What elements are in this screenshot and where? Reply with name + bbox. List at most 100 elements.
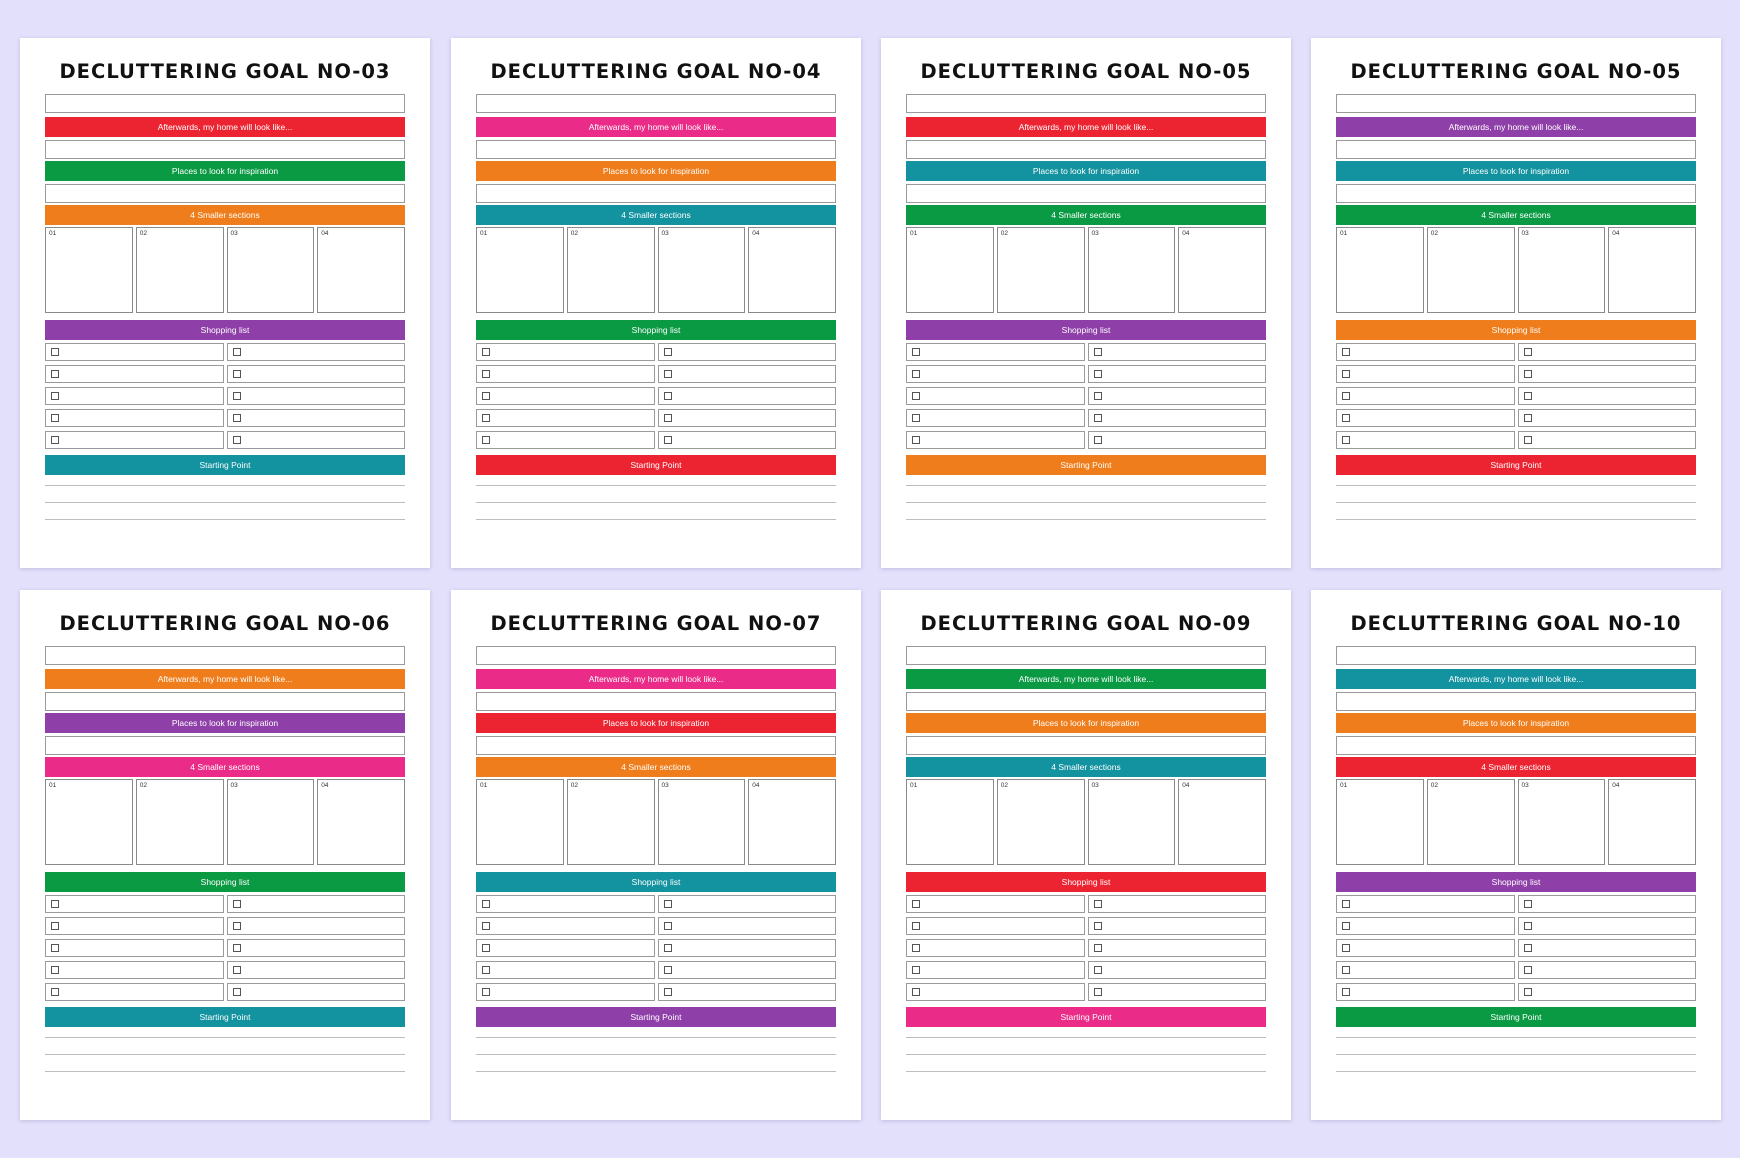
shopping-list-item[interactable]	[1336, 365, 1515, 383]
inspiration-input-box[interactable]	[906, 184, 1266, 203]
shopping-list-item[interactable]	[476, 343, 655, 361]
shopping-list-item[interactable]	[1517, 343, 1696, 361]
checkbox[interactable]	[1342, 988, 1350, 996]
shopping-list-item[interactable]	[1336, 917, 1515, 935]
checkbox[interactable]	[232, 922, 241, 930]
shopping-list-item[interactable]	[1517, 387, 1696, 405]
checkbox[interactable]	[1523, 348, 1532, 356]
shopping-list-item[interactable]	[1087, 387, 1266, 405]
inspiration-input-box[interactable]	[906, 736, 1266, 755]
shopping-list-item[interactable]	[45, 431, 224, 449]
checkbox[interactable]	[1342, 348, 1350, 356]
afterwards-input-box[interactable]	[476, 692, 836, 711]
checkbox[interactable]	[1093, 370, 1102, 378]
writing-line[interactable]	[1336, 1037, 1696, 1038]
shopping-list-item[interactable]	[45, 365, 224, 383]
section-box[interactable]: 03	[226, 779, 315, 865]
section-box[interactable]: 02	[1426, 779, 1515, 865]
shopping-list-item[interactable]	[1517, 431, 1696, 449]
shopping-list-item[interactable]	[657, 431, 836, 449]
checkbox[interactable]	[232, 436, 241, 444]
checkbox[interactable]	[1093, 900, 1102, 908]
checkbox[interactable]	[51, 436, 59, 444]
checkbox[interactable]	[912, 944, 920, 952]
afterwards-input-box[interactable]	[906, 692, 1266, 711]
checkbox[interactable]	[232, 966, 241, 974]
checkbox[interactable]	[51, 944, 59, 952]
checkbox[interactable]	[482, 900, 490, 908]
checkbox[interactable]	[232, 392, 241, 400]
section-box[interactable]: 01	[1336, 779, 1424, 865]
checkbox[interactable]	[1093, 966, 1102, 974]
checkbox[interactable]	[1342, 944, 1350, 952]
shopping-list-item[interactable]	[1336, 961, 1515, 979]
shopping-list-item[interactable]	[657, 961, 836, 979]
shopping-list-item[interactable]	[657, 387, 836, 405]
section-box[interactable]: 01	[45, 227, 133, 313]
checkbox[interactable]	[663, 370, 672, 378]
afterwards-input-box[interactable]	[1336, 692, 1696, 711]
writing-line[interactable]	[45, 502, 405, 503]
shopping-list-item[interactable]	[906, 961, 1085, 979]
shopping-list-item[interactable]	[906, 365, 1085, 383]
writing-line[interactable]	[476, 1054, 836, 1055]
section-box[interactable]: 04	[748, 227, 836, 313]
shopping-list-item[interactable]	[1087, 939, 1266, 957]
afterwards-input-box[interactable]	[476, 140, 836, 159]
checkbox[interactable]	[482, 370, 490, 378]
writing-line[interactable]	[45, 1071, 405, 1072]
writing-line[interactable]	[906, 1054, 1266, 1055]
shopping-list-item[interactable]	[476, 365, 655, 383]
shopping-list-item[interactable]	[1087, 409, 1266, 427]
checkbox[interactable]	[663, 922, 672, 930]
writing-line[interactable]	[906, 485, 1266, 486]
checkbox[interactable]	[663, 944, 672, 952]
checkbox[interactable]	[1093, 392, 1102, 400]
shopping-list-item[interactable]	[226, 387, 405, 405]
afterwards-input-box[interactable]	[45, 140, 405, 159]
section-box[interactable]: 03	[657, 227, 746, 313]
shopping-list-item[interactable]	[906, 387, 1085, 405]
section-box[interactable]: 01	[906, 227, 994, 313]
checkbox[interactable]	[51, 348, 59, 356]
shopping-list-item[interactable]	[45, 961, 224, 979]
checkbox[interactable]	[912, 436, 920, 444]
section-box[interactable]: 01	[906, 779, 994, 865]
afterwards-input-box[interactable]	[906, 140, 1266, 159]
checkbox[interactable]	[1342, 900, 1350, 908]
checkbox[interactable]	[232, 414, 241, 422]
checkbox[interactable]	[663, 966, 672, 974]
shopping-list-item[interactable]	[906, 895, 1085, 913]
checkbox[interactable]	[663, 988, 672, 996]
checkbox[interactable]	[51, 370, 59, 378]
section-box[interactable]: 02	[135, 227, 224, 313]
checkbox[interactable]	[1523, 966, 1532, 974]
checkbox[interactable]	[663, 392, 672, 400]
shopping-list-item[interactable]	[906, 939, 1085, 957]
writing-line[interactable]	[45, 1054, 405, 1055]
goal-input-box[interactable]	[1336, 94, 1696, 113]
shopping-list-item[interactable]	[1336, 409, 1515, 427]
checkbox[interactable]	[1342, 414, 1350, 422]
writing-line[interactable]	[476, 502, 836, 503]
writing-line[interactable]	[906, 519, 1266, 520]
checkbox[interactable]	[912, 370, 920, 378]
shopping-list-item[interactable]	[226, 343, 405, 361]
afterwards-input-box[interactable]	[45, 692, 405, 711]
checkbox[interactable]	[51, 966, 59, 974]
shopping-list-item[interactable]	[226, 917, 405, 935]
shopping-list-item[interactable]	[906, 431, 1085, 449]
writing-line[interactable]	[476, 519, 836, 520]
checkbox[interactable]	[482, 392, 490, 400]
checkbox[interactable]	[912, 900, 920, 908]
section-box[interactable]: 01	[476, 779, 564, 865]
checkbox[interactable]	[912, 348, 920, 356]
checkbox[interactable]	[1342, 966, 1350, 974]
shopping-list-item[interactable]	[476, 387, 655, 405]
checkbox[interactable]	[1523, 900, 1532, 908]
shopping-list-item[interactable]	[476, 939, 655, 957]
checkbox[interactable]	[51, 988, 59, 996]
section-box[interactable]: 02	[996, 227, 1085, 313]
checkbox[interactable]	[232, 944, 241, 952]
section-box[interactable]: 03	[1087, 227, 1176, 313]
